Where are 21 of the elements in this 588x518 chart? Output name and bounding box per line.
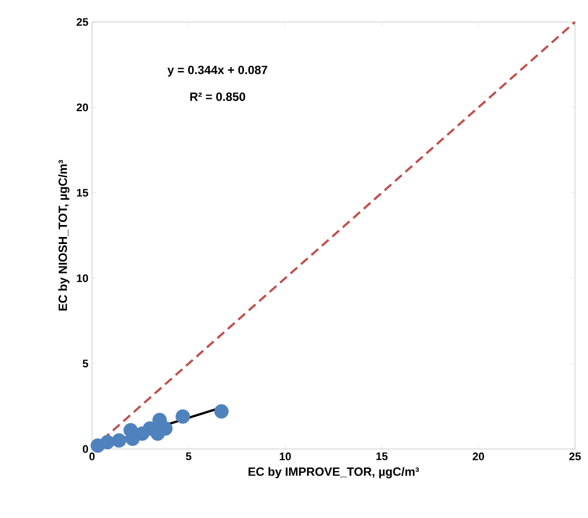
x-tick-label: 25 <box>569 452 581 460</box>
y-tick-label: 20 <box>76 104 88 112</box>
point <box>112 433 126 448</box>
annotation: R² = 0.850 <box>190 92 246 101</box>
x-tick-label: 15 <box>376 452 388 460</box>
point <box>214 404 229 419</box>
x-tick-label: 20 <box>472 452 484 460</box>
x-tick-label: 10 <box>280 452 291 460</box>
annotation: y = 0.344x + 0.087 <box>167 66 268 77</box>
x-tick-label: 0 <box>89 452 95 460</box>
y-tick-label: 15 <box>76 188 88 197</box>
y-axis-title: EC by NIOSH_TOT, µgC/m³ <box>58 160 70 310</box>
y-tick-label: 25 <box>76 18 88 26</box>
x-axis-title: EC by IMPROVE_TOR, µgC/m³ <box>248 467 419 478</box>
y-tick-label: 0 <box>82 445 88 453</box>
x-tick-label: 5 <box>186 452 192 460</box>
y-tick-label: 5 <box>82 360 88 368</box>
y-tick-label: 10 <box>76 274 88 282</box>
point <box>100 434 115 450</box>
point <box>158 421 173 436</box>
point <box>176 409 190 424</box>
